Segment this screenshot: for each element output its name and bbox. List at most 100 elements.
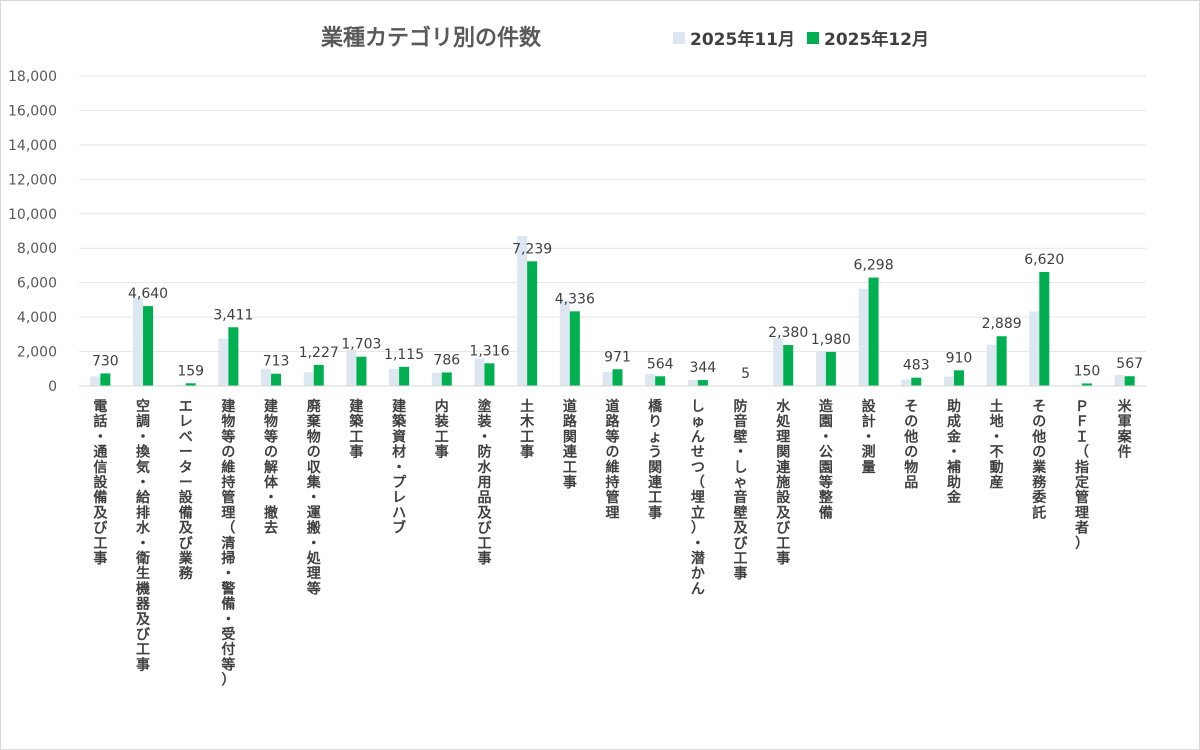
bar-2025-11 xyxy=(261,368,272,386)
category-label: 造園・公園等整備 xyxy=(818,398,834,521)
category-label: 建物等の解体・撤去 xyxy=(264,398,279,537)
bar-2025-11 xyxy=(602,371,613,386)
bar-2025-11 xyxy=(1029,311,1040,386)
data-label: 483 xyxy=(903,358,930,374)
data-label: 7,239 xyxy=(512,241,552,257)
data-label: 6,620 xyxy=(1024,252,1064,268)
category-labels: 電話・通信設備及び工事 空調・換気・給排水・衛生機器及び工事 エレベーター設備及び業… xyxy=(93,398,1132,689)
bar-2025-12 xyxy=(953,370,964,386)
data-label: 150 xyxy=(1074,363,1101,379)
bar-2025-12 xyxy=(185,383,196,386)
bar-2025-11 xyxy=(218,338,229,386)
data-label: 1,115 xyxy=(384,347,424,363)
bar-2025-12 xyxy=(911,377,922,386)
data-label: 159 xyxy=(177,363,204,379)
legend-swatch-dec xyxy=(807,32,819,44)
bar-2025-12 xyxy=(996,336,1007,386)
category-label: 防音壁・しゃ音壁及び工事 xyxy=(734,398,749,582)
category-label: 助成金・補助金 xyxy=(946,398,962,506)
bar-2025-11 xyxy=(773,337,784,386)
bar-2025-12 xyxy=(143,306,154,386)
category-label: 橋りょう関連工事 xyxy=(648,398,663,521)
data-label: 1,227 xyxy=(299,345,339,361)
bar-2025-11 xyxy=(815,351,826,386)
bar-2025-11 xyxy=(517,236,528,386)
category-label: 設計・測量 xyxy=(862,398,877,476)
bar-2025-11 xyxy=(901,379,912,386)
bar-2025-11 xyxy=(858,288,869,386)
y-tick-label: 0 xyxy=(48,379,57,395)
y-tick-label: 2,000 xyxy=(17,345,57,361)
bar-2025-11 xyxy=(90,376,101,386)
y-tick-label: 16,000 xyxy=(8,103,57,119)
y-tick-label: 10,000 xyxy=(8,207,57,223)
bar-2025-12 xyxy=(356,356,367,386)
bars xyxy=(90,236,1135,386)
bar-2025-11 xyxy=(133,298,144,386)
legend-swatch-nov xyxy=(673,32,685,44)
category-label: 道路関連工事 xyxy=(563,398,578,491)
bar-2025-12 xyxy=(399,366,410,386)
legend: 2025年11月 2025年12月 xyxy=(673,29,929,50)
legend-label-dec: 2025年12月 xyxy=(824,29,929,50)
category-label: 水処理関連施設及び工事 xyxy=(775,398,791,567)
bar-2025-12 xyxy=(697,380,708,386)
category-label: 土木工事 xyxy=(519,398,535,461)
bar-2025-12 xyxy=(655,376,666,386)
category-label: その他の物品 xyxy=(903,399,918,491)
data-label: 1,316 xyxy=(469,343,509,359)
y-tick-label: 14,000 xyxy=(8,138,57,154)
data-label: 730 xyxy=(92,353,119,369)
data-label: 2,889 xyxy=(982,316,1022,332)
data-label: 786 xyxy=(433,352,460,368)
bar-2025-12 xyxy=(100,373,111,386)
bar-2025-11 xyxy=(303,372,314,386)
y-axis-ticks: 0 2,000 4,000 6,000 8,000 10,000 12,000 14,000 1… xyxy=(8,69,57,395)
data-label: 713 xyxy=(263,354,290,370)
category-label: 建物等の維持管理（清掃・警備・受付等） xyxy=(221,398,235,689)
chart-title: 業種カテゴリ別の件数 xyxy=(321,25,542,51)
bar-2025-12 xyxy=(441,372,452,386)
bar-2025-12 xyxy=(228,327,239,386)
y-tick-label: 12,000 xyxy=(8,172,57,188)
bar-2025-11 xyxy=(1114,374,1125,386)
category-label: 米軍案件 xyxy=(1117,398,1133,461)
bar-2025-11 xyxy=(1071,384,1082,386)
category-label: その他の業務委託 xyxy=(1031,399,1047,521)
bar-2025-12 xyxy=(313,364,324,386)
category-label: 電話・通信設備及び工事 xyxy=(93,398,108,567)
bar-2025-11 xyxy=(431,372,442,386)
bar-2025-11 xyxy=(389,368,400,386)
category-label: 塗装・防水用品及び工事 xyxy=(476,398,492,567)
category-label: 土地・不動産 xyxy=(990,398,1004,491)
data-label: 567 xyxy=(1116,356,1143,372)
data-label: 344 xyxy=(689,360,716,376)
y-tick-label: 4,000 xyxy=(17,310,57,326)
data-label: 564 xyxy=(647,356,674,372)
category-label: 建築工事 xyxy=(348,398,364,461)
bar-2025-12 xyxy=(271,373,282,386)
data-label: 2,380 xyxy=(768,325,808,341)
bar-2025-12 xyxy=(868,277,879,386)
data-label: 971 xyxy=(604,349,631,365)
category-label: ＰＦＩ（指定管理者） xyxy=(1075,399,1089,552)
bar-2025-12 xyxy=(612,369,623,386)
bar-2025-12 xyxy=(1039,271,1050,386)
category-label: 廃棄物の収集・運搬・処理等 xyxy=(306,398,322,597)
data-label: 3,411 xyxy=(213,307,253,323)
data-label: 910 xyxy=(946,350,973,366)
data-label: 1,980 xyxy=(811,332,851,348)
bar-2025-11 xyxy=(943,376,954,386)
category-label: しゅんせつ（埋立）・潜かん xyxy=(691,399,706,597)
data-label: 4,336 xyxy=(555,291,595,307)
bar-2025-12 xyxy=(484,363,495,386)
category-label: 内装工事 xyxy=(434,398,450,461)
bar-2025-12 xyxy=(825,351,836,386)
bar-2025-12 xyxy=(1124,376,1135,386)
gridlines xyxy=(79,75,1146,353)
bar-2025-11 xyxy=(986,344,997,386)
bar-2025-11 xyxy=(474,358,485,386)
